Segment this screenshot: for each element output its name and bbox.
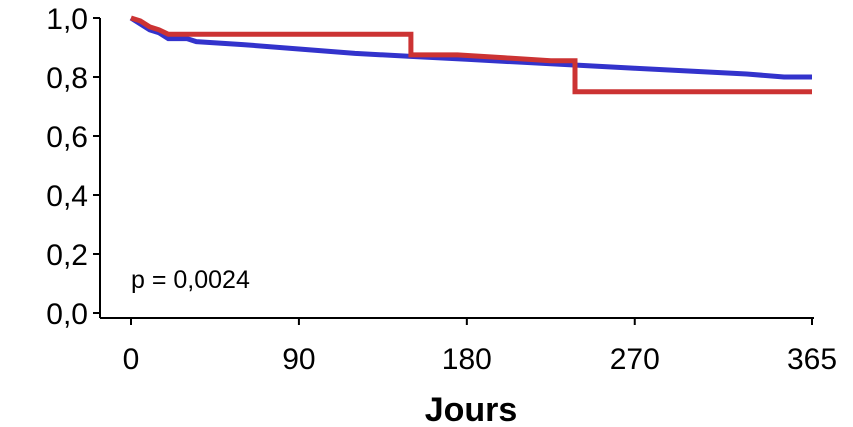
x-tick-label: 180 bbox=[442, 343, 492, 376]
survival-curve-1 bbox=[129, 15, 812, 80]
x-tick-label: 270 bbox=[610, 343, 660, 376]
y-tick-label: 1,0 bbox=[46, 3, 88, 36]
label-layer: p = 0,0024 Jours bbox=[131, 266, 517, 427]
y-tick-label: 0,6 bbox=[46, 121, 88, 154]
p-value-annotation: p = 0,0024 bbox=[131, 266, 250, 294]
y-tick-label: 0,0 bbox=[46, 298, 88, 331]
y-tick-label: 0,8 bbox=[46, 62, 88, 95]
y-tick-label: 0,4 bbox=[46, 180, 88, 213]
series-layer bbox=[129, 15, 812, 95]
x-tick-label: 365 bbox=[787, 343, 837, 376]
x-axis-title: Jours bbox=[425, 391, 518, 427]
survival-curve-2 bbox=[130, 15, 812, 95]
axes-layer: 0,0 0,2 0,4 0,6 0,8 1,0 0 90 180 270 365 bbox=[46, 3, 837, 376]
x-tick-label: 90 bbox=[282, 343, 315, 376]
y-tick-label: 0,2 bbox=[46, 239, 88, 272]
x-tick-label: 0 bbox=[123, 343, 140, 376]
